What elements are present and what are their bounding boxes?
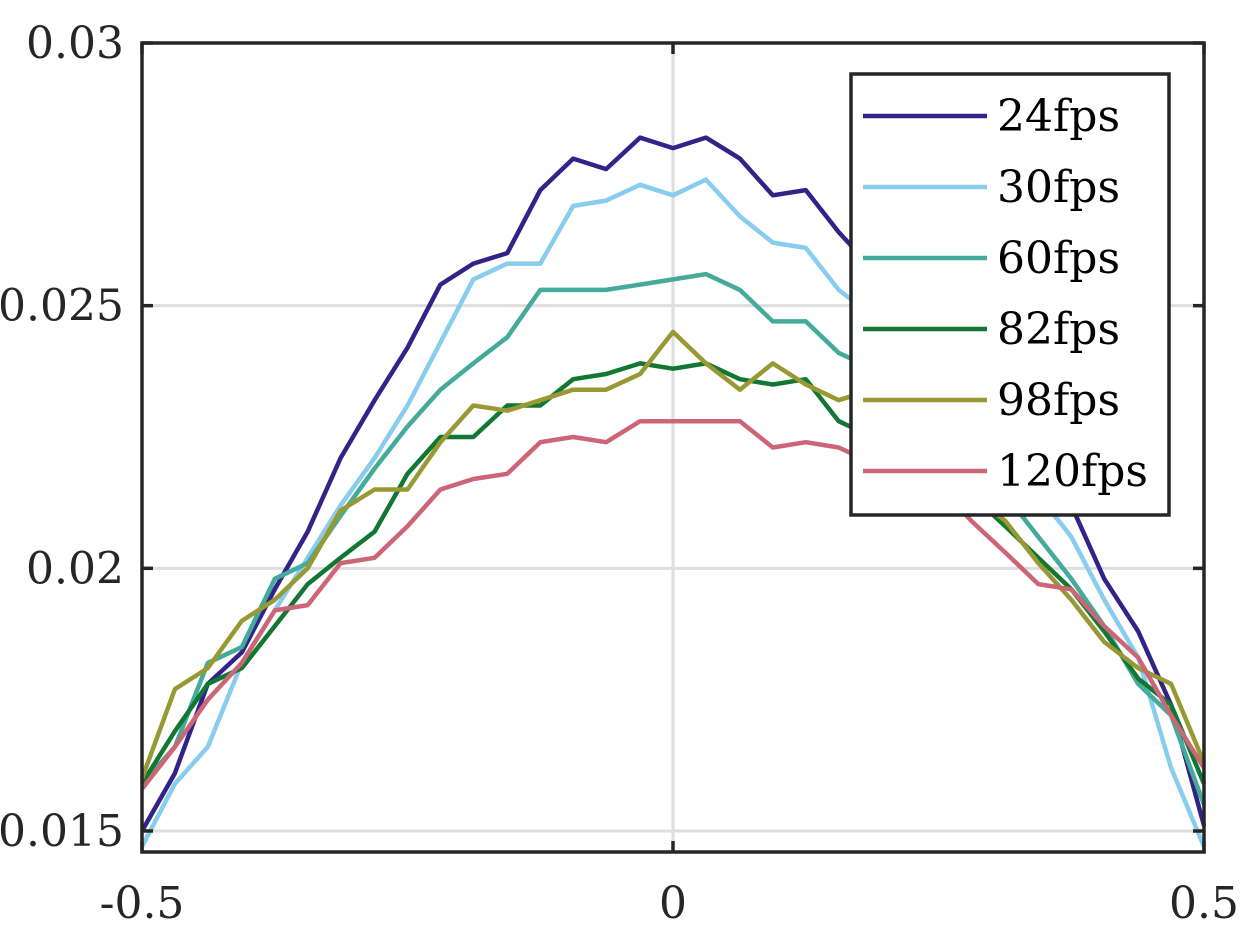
tick-labels: -0.5 0 0.5 0.015 0.02 0.025 0.03: [0, 18, 1239, 929]
series-line-120fps: [140, 418, 1206, 791]
y-tick-label: 0.025: [0, 281, 124, 332]
legend-label-98fps: 98fps: [997, 375, 1120, 426]
x-tick-label: 0: [659, 878, 687, 929]
y-tick-label: 0.02: [26, 543, 124, 594]
legend-box: [849, 72, 1171, 517]
x-tick-label: -0.5: [100, 878, 185, 929]
legend-label-30fps: 30fps: [997, 162, 1120, 213]
tick-marks: [140, 41, 1206, 852]
legend-label-82fps: 82fps: [997, 304, 1120, 355]
legend-label-60fps: 60fps: [997, 233, 1120, 284]
series-line-98fps: [139, 329, 1207, 780]
legend-label-24fps: 24fps: [997, 91, 1120, 142]
legend: 24fps 30fps 60fps 82fps 98fps 120fps: [849, 72, 1171, 517]
legend-label-120fps: 120fps: [997, 446, 1148, 497]
x-tick-label: 0.5: [1169, 878, 1239, 929]
y-tick-label: 0.03: [26, 18, 124, 69]
y-tick-label: 0.015: [0, 806, 124, 857]
